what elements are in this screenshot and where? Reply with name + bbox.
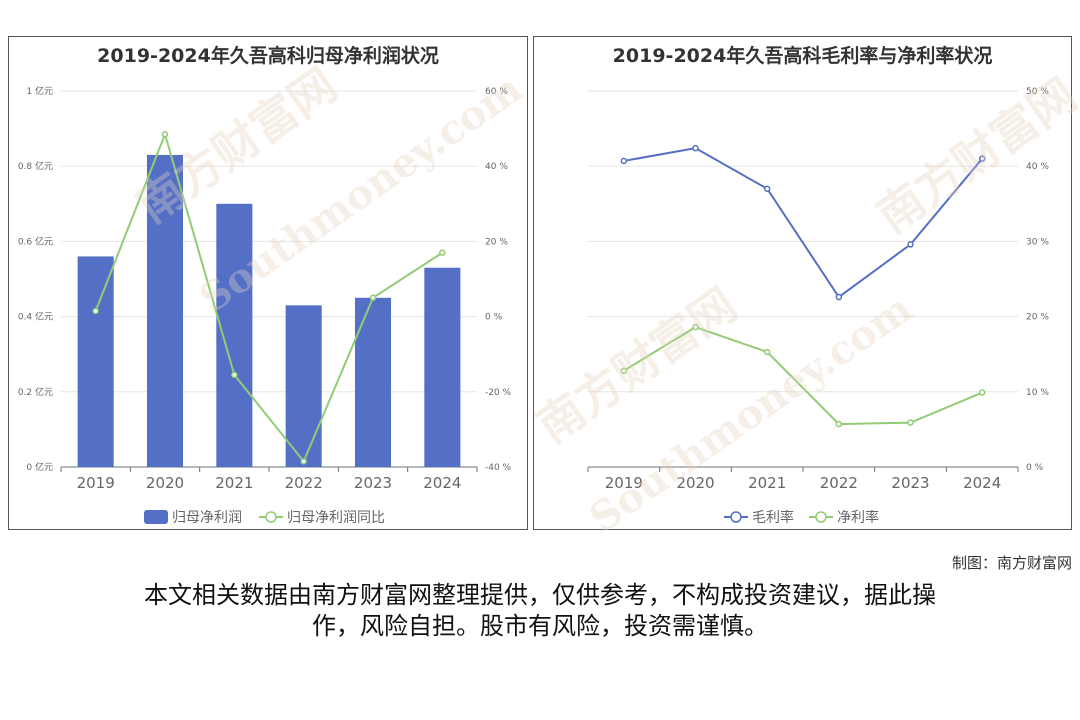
net-profit-chart: -40 % -20 % 0 % 20 % 40 % 60 % 0 亿元 0.2 亿元 0.4 亿… bbox=[18, 85, 512, 526]
legend-swatch-marker bbox=[265, 511, 277, 523]
left-axis-tick-label: 0.2 亿元 bbox=[18, 386, 53, 398]
x-axis-tick-label: 2021 bbox=[215, 474, 253, 492]
data-point bbox=[161, 130, 169, 138]
data-point bbox=[835, 420, 843, 428]
left-axis-tick-label: 1 亿元 bbox=[26, 85, 53, 97]
x-axis-tick-label: 2020 bbox=[146, 474, 184, 492]
data-point bbox=[620, 157, 628, 165]
data-point bbox=[369, 294, 377, 302]
chart-title: 2019-2024年久吾高科毛利率与净利率状况 bbox=[612, 45, 993, 67]
x-axis-tick-label: 2024 bbox=[963, 474, 1001, 492]
data-point bbox=[907, 419, 914, 426]
legend-swatch-marker bbox=[815, 511, 827, 523]
x-axis-tick-label: 2023 bbox=[354, 474, 392, 492]
legend-label: 归母净利润 bbox=[172, 509, 242, 526]
data-point bbox=[763, 348, 771, 356]
bar bbox=[285, 305, 322, 467]
x-axis-tick-label: 2021 bbox=[748, 474, 786, 492]
data-point bbox=[763, 185, 771, 193]
x-axis-tick-label: 2019 bbox=[605, 474, 643, 492]
left-axis-tick-label: 0.8 亿元 bbox=[18, 160, 53, 172]
right-axis-tick-label: 60 % bbox=[485, 87, 508, 97]
series-line bbox=[94, 131, 443, 464]
disclaimer: 本文相关数据由南方财富网整理提供，仅供参考，不构成投资建议，据此操 作，风险自担… bbox=[80, 580, 1000, 642]
x-axis-tick-label: 2019 bbox=[77, 474, 115, 492]
right-axis-tick-label: 0 % bbox=[485, 313, 503, 323]
data-point bbox=[978, 155, 986, 162]
disclaimer-line-1: 本文相关数据由南方财富网整理提供，仅供参考，不构成投资建议，据此操 bbox=[144, 581, 936, 609]
left-axis-tick-label: 0 亿元 bbox=[26, 461, 53, 473]
data-point bbox=[300, 458, 307, 465]
legend-swatch-marker bbox=[730, 511, 742, 523]
bar bbox=[77, 256, 114, 467]
right-axis-tick-label: 10 % bbox=[1026, 388, 1049, 398]
legend-label: 净利率 bbox=[837, 509, 879, 526]
right-axis-tick-label: -20 % bbox=[485, 388, 512, 398]
bar bbox=[146, 154, 184, 468]
x-axis-tick-label: 2022 bbox=[820, 474, 858, 492]
net-profit-chart-panel: 2019-2024年久吾高科归母净利润状况 -40 % -20 % 0 % 20 % 4… bbox=[8, 36, 528, 530]
right-axis-tick-label: 0 % bbox=[1026, 463, 1044, 473]
data-point bbox=[620, 367, 628, 374]
data-point bbox=[907, 241, 914, 248]
data-point bbox=[978, 389, 986, 396]
right-axis-tick-label: -40 % bbox=[485, 463, 512, 473]
bar bbox=[354, 297, 392, 467]
left-axis-tick-label: 0.4 亿元 bbox=[18, 311, 53, 323]
right-axis-tick-label: 50 % bbox=[1026, 87, 1049, 97]
disclaimer-line-2: 作，风险自担。股市有风险，投资需谨慎。 bbox=[312, 612, 768, 640]
series-line bbox=[623, 147, 983, 299]
x-axis-tick-label: 2024 bbox=[423, 474, 461, 492]
chart-credit: 制图：南方财富网 bbox=[951, 554, 1072, 572]
margin-chart: 0 % 10 % 20 % 30 % 40 % 50 % 2019 2020 2021 2022 2… bbox=[587, 87, 1049, 526]
bar bbox=[424, 267, 461, 467]
legend-label: 归母净利润同比 bbox=[287, 509, 385, 526]
series-line bbox=[623, 326, 983, 426]
left-axis-tick-label: 0.6 亿元 bbox=[18, 235, 53, 247]
data-point bbox=[835, 293, 843, 301]
right-axis-tick-label: 40 % bbox=[1026, 162, 1049, 172]
right-axis-tick-label: 30 % bbox=[1026, 237, 1049, 247]
data-point bbox=[231, 371, 238, 379]
bar bbox=[216, 203, 253, 468]
data-point bbox=[692, 144, 699, 152]
data-point bbox=[439, 249, 446, 256]
right-axis-tick-label: 20 % bbox=[1026, 313, 1049, 323]
x-axis-tick-label: 2023 bbox=[891, 474, 929, 492]
legend-swatch bbox=[144, 510, 168, 524]
data-point bbox=[692, 323, 699, 331]
right-axis-tick-label: 40 % bbox=[485, 162, 508, 172]
x-axis-tick-label: 2022 bbox=[285, 474, 323, 492]
chart-title: 2019-2024年久吾高科归母净利润状况 bbox=[97, 45, 439, 67]
right-axis-tick-label: 20 % bbox=[485, 237, 508, 247]
data-point bbox=[92, 307, 99, 315]
x-axis-tick-label: 2020 bbox=[676, 474, 714, 492]
legend-label: 毛利率 bbox=[752, 509, 794, 526]
margin-chart-panel: 2019-2024年久吾高科毛利率与净利率状况 0 % 10 % 20 % 30 % 4… bbox=[533, 36, 1072, 530]
